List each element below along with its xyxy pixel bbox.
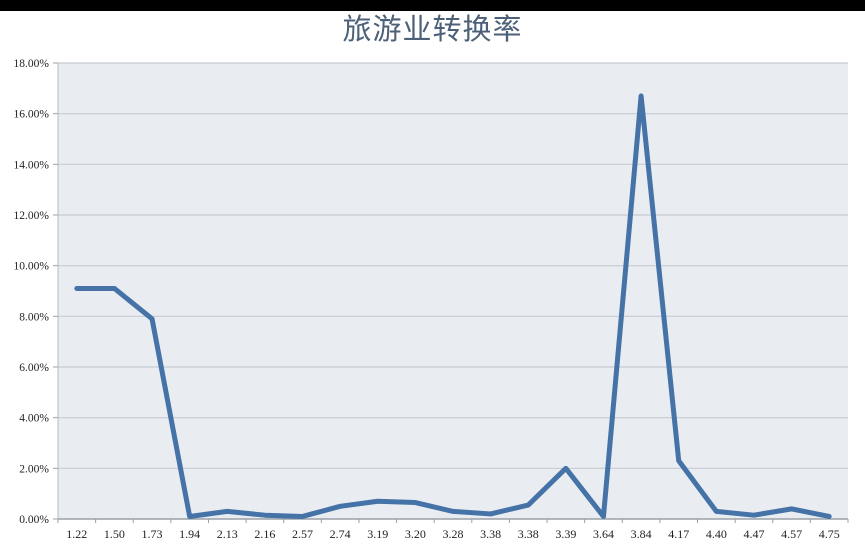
x-axis-label: 4.47 <box>743 527 764 541</box>
y-axis-label: 10.00% <box>14 261 50 273</box>
x-axis-label: 3.19 <box>367 527 388 541</box>
x-axis-label: 2.13 <box>217 527 238 541</box>
x-axis-label: 2.16 <box>254 527 275 541</box>
plot-area-bg <box>58 63 848 519</box>
x-axis-label: 3.38 <box>480 527 501 541</box>
x-axis-label: 1.50 <box>104 527 125 541</box>
y-axis-label: 2.00% <box>19 463 49 475</box>
y-axis-label: 8.00% <box>19 311 49 323</box>
x-axis-label: 3.38 <box>518 527 539 541</box>
x-axis-label: 2.74 <box>330 527 351 541</box>
x-axis-label: 3.39 <box>555 527 576 541</box>
x-axis-label: 1.73 <box>142 527 163 541</box>
x-axis-label: 4.40 <box>706 527 727 541</box>
x-axis-label: 3.20 <box>405 527 426 541</box>
y-axis-label: 0.00% <box>19 514 49 526</box>
series-line <box>74 93 832 519</box>
y-axis-label: 14.00% <box>14 159 50 171</box>
y-axis-label: 6.00% <box>19 362 49 374</box>
chart-title: 旅游业转换率 <box>342 14 523 46</box>
x-axis-label: 3.28 <box>443 527 464 541</box>
y-axis-label: 16.00% <box>14 109 50 121</box>
x-axis-label: 4.17 <box>668 527 689 541</box>
y-axis-label: 18.00% <box>14 58 50 70</box>
x-axis-label: 2.57 <box>292 527 313 541</box>
x-axis-label: 4.57 <box>781 527 802 541</box>
x-axis-label: 3.84 <box>631 527 652 541</box>
y-axis-label: 4.00% <box>19 413 49 425</box>
x-axis-label: 1.22 <box>66 527 87 541</box>
y-axis-label: 12.00% <box>14 210 50 222</box>
x-axis-label: 3.64 <box>593 527 614 541</box>
top-black-bar <box>0 0 865 11</box>
x-axis-label: 1.94 <box>179 527 200 541</box>
x-axis-label: 4.75 <box>819 527 840 541</box>
